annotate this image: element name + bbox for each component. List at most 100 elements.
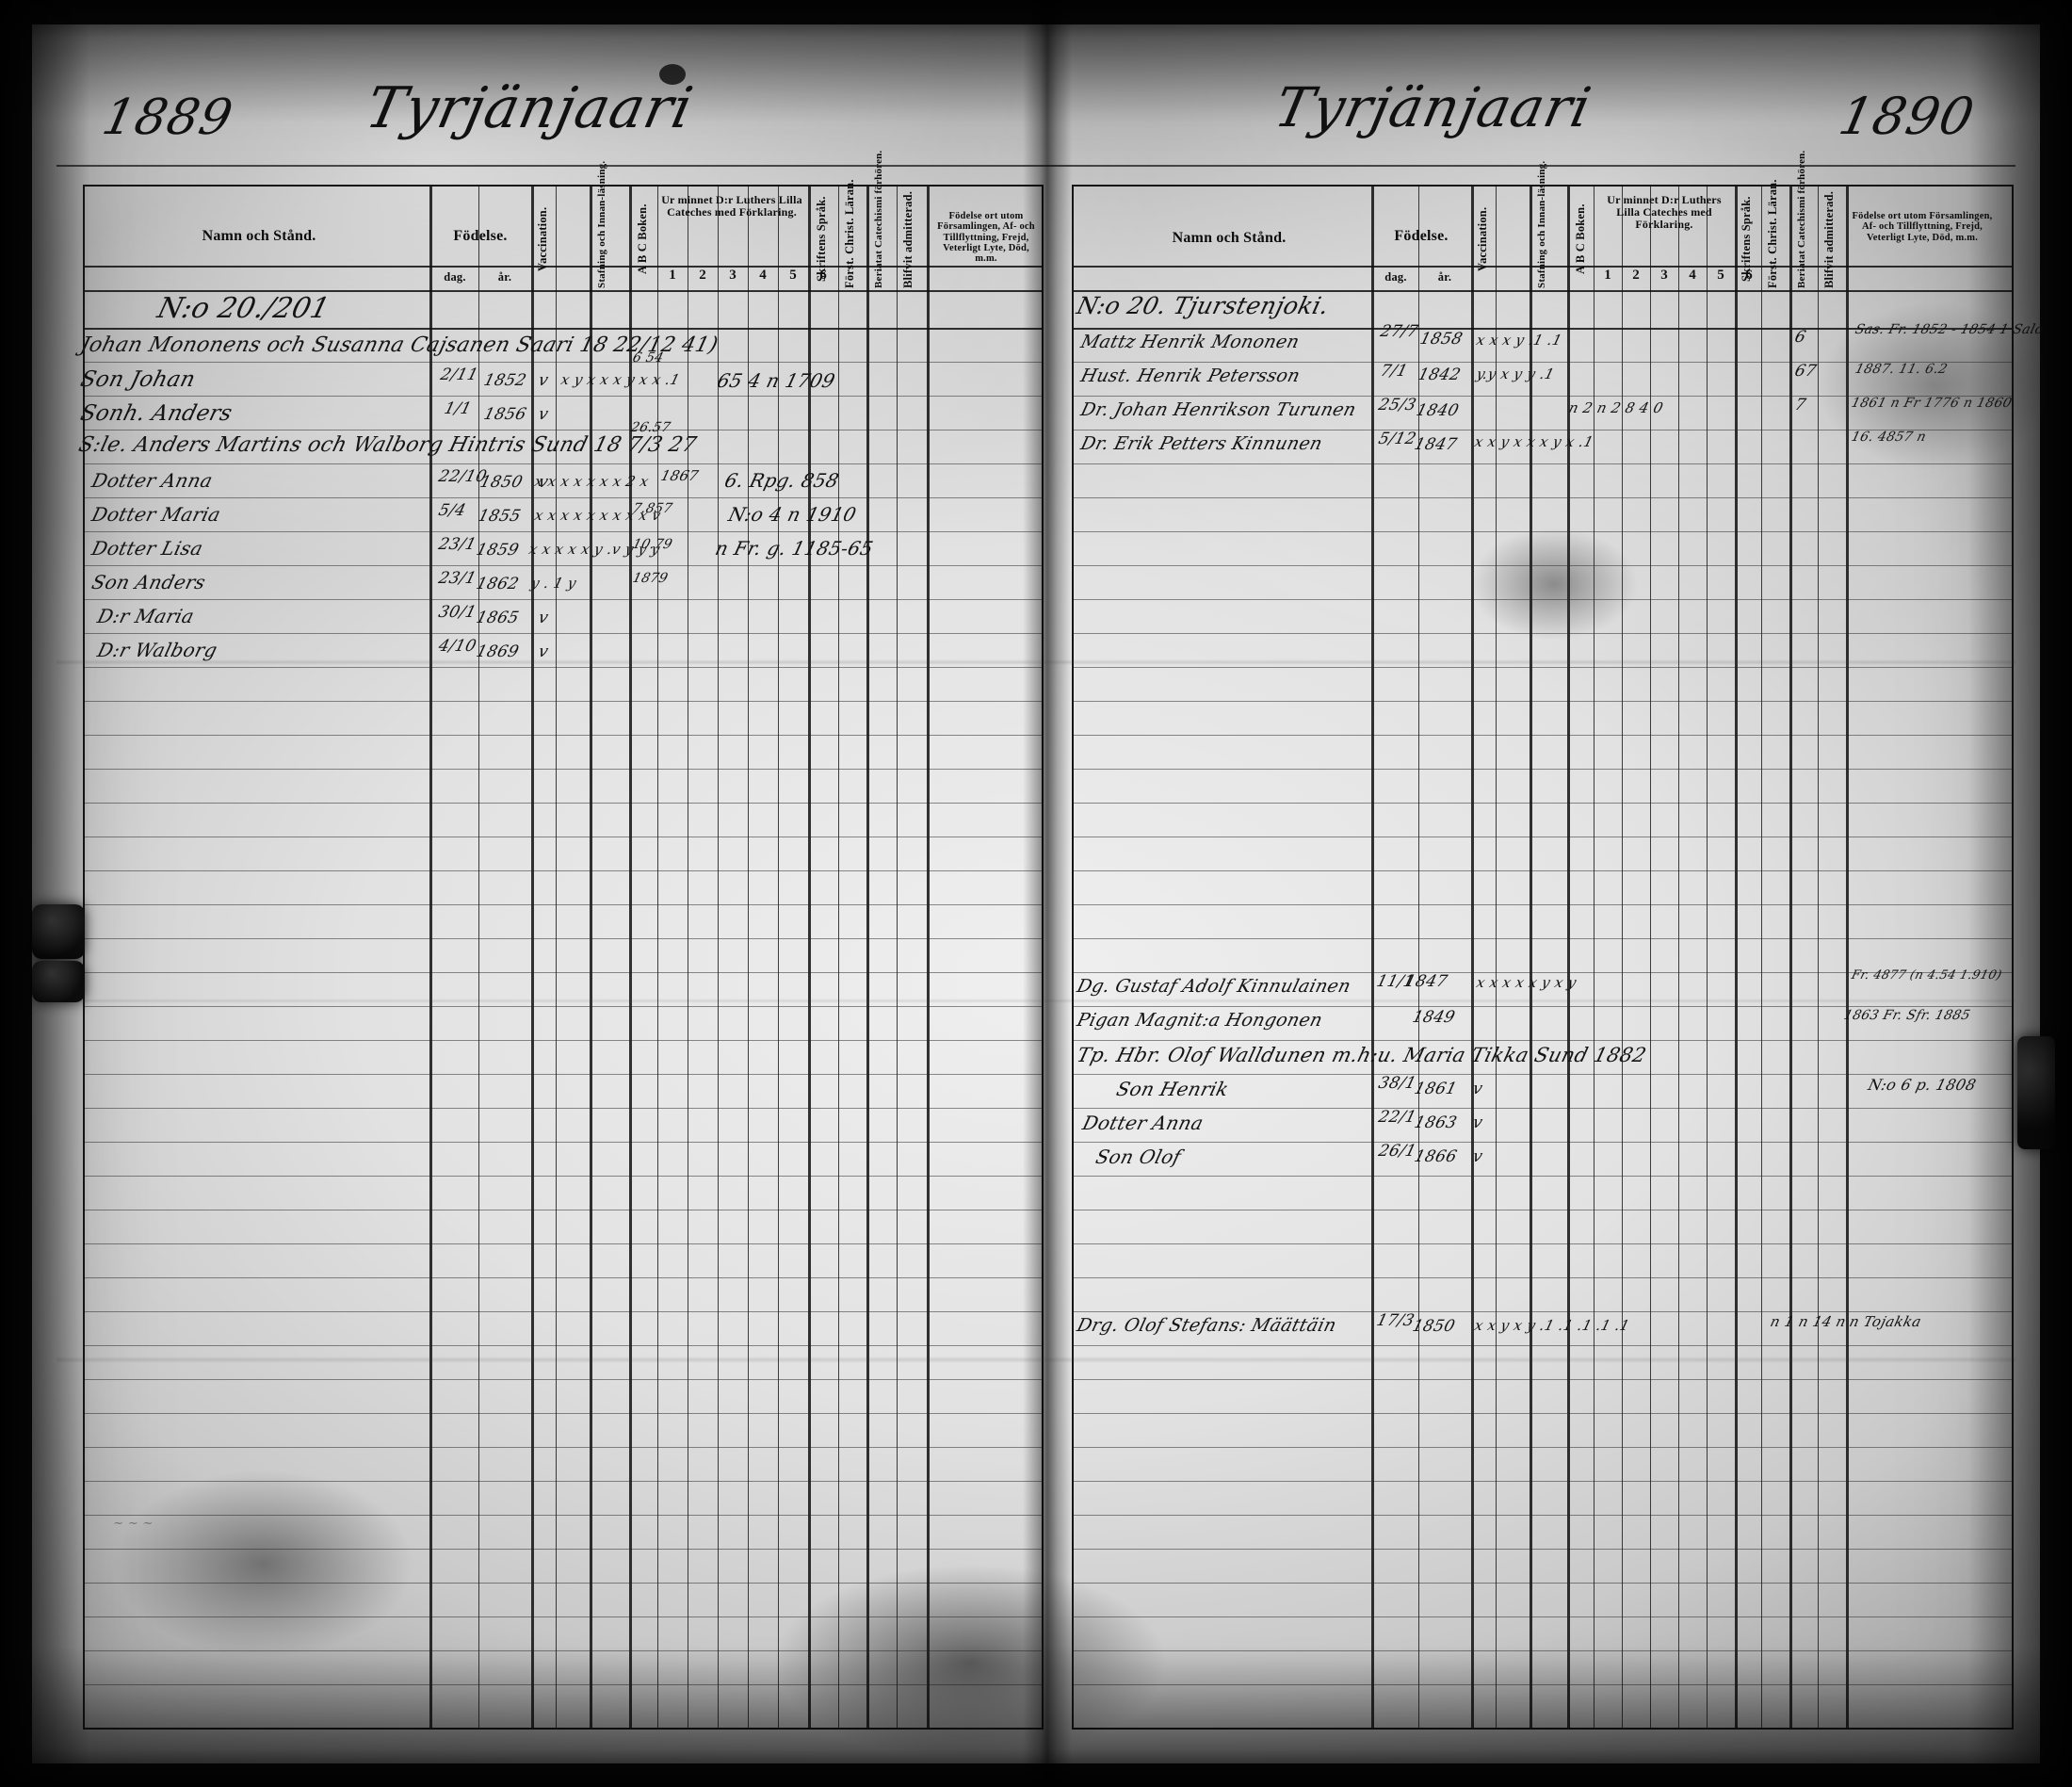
left-row-name-7: Son Anders — [89, 571, 208, 593]
catechism-num-2-right: 2 — [1632, 268, 1640, 283]
header-rule — [57, 165, 2015, 167]
left-row-name-4: Dotter Anna — [89, 469, 216, 492]
right-row-marks-10: x x y x y .1 .1 .1 .1 .1 — [1472, 1317, 1632, 1334]
col-header-catechism-right: Ur minnet D:r Luthers Lilla Cateches med… — [1607, 193, 1722, 231]
right-row-name-10: Drg. Olof Stefans: Määttäin — [1075, 1315, 1339, 1336]
col-header-name: Namn och Stånd. — [202, 228, 316, 244]
left-row-notes-1: 65 4 n 1709 — [715, 369, 838, 392]
right-row-day-2: 25/3 — [1376, 396, 1418, 414]
left-row-vacc-9: v — [536, 642, 551, 661]
right-row-notes-3: 16. 4857 n — [1850, 430, 1928, 445]
col-header-scripture-right: Skriftens Språk. — [1740, 196, 1753, 283]
catechism-num-2: 2 — [699, 268, 706, 283]
col-header-birth-year: år. — [497, 270, 512, 284]
left-row-note2-7: 1879 — [631, 571, 670, 586]
left-row-marks-7: y . 1 y — [528, 575, 578, 592]
left-row-year-8: 1865 — [474, 609, 521, 627]
right-row-year-1: 1842 — [1416, 366, 1463, 384]
col-header-vaccination: Vaccination. — [536, 206, 549, 272]
right-row-exam-1: 67 — [1792, 362, 1819, 381]
left-row-day-6: 23/1 — [436, 535, 478, 554]
left-row-marks-4: x x x x x x x 2 x — [532, 473, 651, 490]
right-row-day-0: 27/7 — [1378, 322, 1420, 341]
left-row-note2-1: 6 54 — [631, 350, 666, 366]
right-row-year-0: 1858 — [1417, 330, 1465, 349]
col-header-catechism-exam: Beriatat Catechismi förhören. — [873, 150, 884, 288]
right-row-year-8: 1863 — [1412, 1113, 1459, 1132]
right-row-exam-10: n 1 n 14 n — [1768, 1313, 1848, 1330]
col-header-notes: Födelse ort utom Församlingen, Af- och T… — [937, 211, 1035, 265]
catechism-num-4: 4 — [759, 268, 767, 283]
right-row-exam-0: 6 — [1792, 328, 1808, 347]
catechism-num-5-right: 5 — [1717, 268, 1724, 283]
right-row-notes-4: Fr. 4877 (n 4.54 1.910) — [1850, 968, 2004, 983]
col-header-christian-doctrine: Först. Christ. Läran. — [843, 179, 856, 288]
right-row-name-8: Dotter Anna — [1080, 1112, 1206, 1134]
scanner-clamp-left-top — [32, 904, 85, 959]
col-header-abc-book: A B C Boken. — [636, 203, 649, 275]
right-row-marks-0: x x x y .1 .1 — [1474, 332, 1564, 349]
right-page-table: Namn och Stånd. Födelse. dag. år. Vaccin… — [1072, 151, 2045, 1730]
right-page-title: Tyrjänjaari — [1269, 75, 1597, 139]
right-row-marks-4: x x x x x y x y — [1474, 974, 1578, 991]
right-row-day-9: 26/1 — [1376, 1142, 1418, 1161]
left-row-day-5: 5/4 — [436, 501, 468, 520]
col-header-vaccination-right: Vaccination. — [1476, 206, 1489, 272]
right-row-name-3: Dr. Erik Petters Kinnunen — [1078, 433, 1325, 454]
left-row-year-6: 1859 — [474, 541, 521, 560]
left-row-day-9: 4/10 — [436, 637, 478, 656]
left-row-name-6: Dotter Lisa — [89, 537, 206, 560]
right-row-name-4: Dg. Gustaf Adolf Kinnulainen — [1075, 976, 1353, 997]
col-header-scripture: Skriftens Språk. — [815, 196, 828, 283]
right-row-notes-10: n Tojakka — [1847, 1313, 1923, 1330]
left-row-year-2: 1856 — [481, 405, 528, 424]
right-row-marks-1: y.y x y y .1 — [1474, 366, 1557, 382]
left-bottom-smudge: ~ ~ ~ — [111, 1517, 155, 1531]
left-row-year-7: 1862 — [474, 575, 521, 593]
right-row-year-4: 1847 — [1402, 972, 1449, 991]
left-grid: Namn och Stånd. Födelse. dag. år. Vaccin… — [76, 150, 1044, 1730]
left-row-note2-6: 10.79 — [631, 537, 674, 552]
catechism-num-1-right: 1 — [1604, 268, 1611, 283]
col-header-birth-right: Födelse. — [1394, 228, 1449, 244]
left-row-name-9: D:r Walborg — [95, 639, 220, 661]
left-page-title: Tyrjänjaari — [360, 75, 700, 141]
left-row-name-1: Son Johan — [77, 367, 199, 392]
col-header-birth-day-right: dag. — [1384, 270, 1407, 284]
col-header-birth-day: dag. — [444, 270, 466, 284]
left-row-notes-4: 6. Rpg. 858 — [722, 469, 842, 492]
right-row-name-0: Mattz Henrik Mononen — [1078, 332, 1302, 352]
left-household-number: N:o 20./201 — [154, 292, 333, 325]
left-page-table: Namn och Stånd. Födelse. dag. år. Vaccin… — [76, 150, 1044, 1730]
col-header-name-right: Namn och Stånd. — [1172, 230, 1287, 246]
right-row-name-2: Dr. Johan Henrikson Turunen — [1078, 399, 1359, 420]
right-page-year: 1890 — [1833, 87, 1980, 146]
left-row-year-5: 1855 — [476, 507, 523, 526]
catechism-num-3: 3 — [729, 268, 737, 283]
left-row-notes-6: n Fr. g. 1185-65 — [713, 537, 876, 560]
right-row-notes-0: Sas. Fr. 1852 - 1854 1 Salo — [1853, 322, 2046, 337]
right-household-number: N:o 20. Tjurstenjoki. — [1074, 292, 1333, 319]
scanner-clamp-right — [2017, 1036, 2055, 1149]
right-row-day-10: 17/3 — [1374, 1311, 1416, 1330]
right-row-name-7: Son Henrik — [1114, 1078, 1232, 1100]
col-header-catechism: Ur minnet D:r Luthers Lilla Cateches med… — [661, 193, 802, 219]
catechism-num-4-right: 4 — [1689, 268, 1696, 283]
right-row-exam-2: 7 — [1792, 396, 1808, 414]
right-row-year-2: 1840 — [1414, 401, 1461, 420]
left-row-note2-3: 26.57 — [629, 420, 672, 435]
right-row-year-7: 1861 — [1412, 1080, 1459, 1098]
catechism-num-5: 5 — [789, 268, 797, 283]
right-row-notes-2: 1861 n Fr 1776 n 1860 — [1850, 396, 2014, 411]
catechism-num-3-right: 3 — [1660, 268, 1668, 283]
right-row-name-1: Hust. Henrik Petersson — [1078, 366, 1303, 386]
col-header-notes-right: Födelse ort utom Församlingen, Af- och T… — [1852, 211, 1993, 243]
right-row-name-5: Pigan Magnit:a Hongonen — [1075, 1010, 1325, 1031]
right-row-marks-2: n 2 n 2 8 4 0 — [1566, 399, 1665, 416]
left-page-year: 1889 — [97, 89, 238, 146]
left-row-day-1: 2/11 — [438, 366, 480, 384]
left-row-name-8: D:r Maria — [95, 605, 197, 627]
left-row-name-0: Johan Mononens och Susanna Cajsanen Saar… — [77, 333, 720, 357]
col-header-birth-year-right: år. — [1437, 270, 1452, 284]
